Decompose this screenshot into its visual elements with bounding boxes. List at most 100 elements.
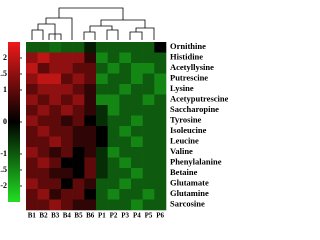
colorbar-tick-label: 1.5 bbox=[0, 165, 7, 174]
heatmap-cell bbox=[72, 52, 85, 64]
heatmap-cell bbox=[61, 42, 73, 53]
heatmap-cell bbox=[72, 94, 85, 106]
heatmap-cell bbox=[154, 178, 167, 190]
heatmap-cell bbox=[84, 199, 97, 211]
heatmap-cell bbox=[37, 126, 50, 137]
colorbar-tick-label: 1.5 bbox=[0, 69, 7, 78]
heatmap-cell bbox=[49, 84, 62, 95]
heatmap-cell bbox=[96, 136, 108, 148]
row-label: Isoleucine bbox=[170, 125, 207, 135]
heatmap-cell bbox=[154, 105, 167, 116]
heatmap-cell bbox=[131, 73, 143, 85]
heatmap-cell bbox=[107, 42, 120, 53]
row-label: Betaine bbox=[170, 167, 198, 177]
heatmap-cell bbox=[96, 126, 108, 137]
heatmap-cell bbox=[107, 178, 120, 190]
heatmap-cell bbox=[107, 115, 120, 127]
heatmap-cell bbox=[61, 178, 73, 190]
heatmap-cell bbox=[37, 94, 50, 106]
heatmap-cell bbox=[131, 115, 143, 127]
heatmap-cell bbox=[119, 94, 132, 106]
heatmap-cell bbox=[119, 189, 132, 200]
heatmap-cell bbox=[61, 52, 73, 64]
heatmap-cell bbox=[37, 115, 50, 127]
heatmap-cell bbox=[107, 94, 120, 106]
heatmap-cell bbox=[72, 115, 85, 127]
colorbar bbox=[8, 42, 20, 202]
heatmap-cell bbox=[49, 73, 62, 85]
heatmap-cell bbox=[72, 168, 85, 179]
heatmap-cell bbox=[61, 115, 73, 127]
heatmap-cell bbox=[142, 42, 155, 53]
heatmap-cell bbox=[119, 199, 132, 211]
heatmap-cell bbox=[154, 73, 167, 85]
colorbar-tick-label: 1 bbox=[3, 85, 7, 94]
heatmap-cell bbox=[154, 147, 167, 158]
heatmap-cell bbox=[84, 105, 97, 116]
heatmap-cell bbox=[49, 94, 62, 106]
heatmap-cell bbox=[142, 199, 155, 211]
heatmap-cell bbox=[72, 73, 85, 85]
heatmap-cell bbox=[119, 63, 132, 74]
heatmap-cell bbox=[61, 199, 73, 211]
heatmap-cell bbox=[37, 189, 50, 200]
heatmap-cell bbox=[84, 189, 97, 200]
heatmap-cell bbox=[154, 126, 167, 137]
heatmap-cell bbox=[84, 126, 97, 137]
row-label: Saccharopine bbox=[170, 104, 219, 114]
heatmap-cell bbox=[107, 199, 120, 211]
heatmap-cell bbox=[26, 52, 38, 64]
heatmap-cell bbox=[84, 147, 97, 158]
heatmap-cell bbox=[61, 105, 73, 116]
heatmap-cell bbox=[84, 42, 97, 53]
column-label: B1 bbox=[28, 212, 37, 220]
heatmap-cell bbox=[37, 84, 50, 95]
row-label: Leucine bbox=[170, 136, 199, 146]
heatmap-cell bbox=[142, 157, 155, 169]
heatmap-cell bbox=[96, 157, 108, 169]
heatmap-cell bbox=[107, 136, 120, 148]
heatmap-cell bbox=[154, 157, 167, 169]
heatmap-cell bbox=[119, 115, 132, 127]
page: {"chart_data": {"type": "heatmap", "colu… bbox=[0, 7, 228, 220]
heatmap-cell bbox=[107, 73, 120, 85]
heatmap-cell bbox=[49, 178, 62, 190]
heatmap-cell bbox=[131, 199, 143, 211]
heatmap-cell bbox=[142, 189, 155, 200]
heatmap-cell bbox=[96, 52, 108, 64]
heatmap-cell bbox=[84, 94, 97, 106]
heatmap-cell bbox=[26, 136, 38, 148]
heatmap-cell bbox=[37, 178, 50, 190]
heatmap-cell bbox=[26, 42, 38, 53]
heatmap-cell bbox=[131, 94, 143, 106]
heatmap-cell bbox=[49, 126, 62, 137]
heatmap-cell bbox=[142, 168, 155, 179]
column-label: B4 bbox=[63, 212, 72, 220]
heatmap-cell bbox=[154, 52, 167, 64]
heatmap-cell bbox=[107, 157, 120, 169]
heatmap-cell bbox=[154, 199, 167, 211]
row-label: Histidine bbox=[170, 52, 203, 62]
heatmap-cell bbox=[26, 178, 38, 190]
heatmap-cell bbox=[154, 94, 167, 106]
heatmap-cell bbox=[49, 115, 62, 127]
heatmap-cell bbox=[107, 126, 120, 137]
heatmap-cell bbox=[61, 189, 73, 200]
heatmap-cell bbox=[61, 136, 73, 148]
heatmap-cell bbox=[26, 126, 38, 137]
heatmap-cell bbox=[119, 157, 132, 169]
heatmap-cell bbox=[142, 84, 155, 95]
heatmap-cell bbox=[26, 147, 38, 158]
heatmap-cell bbox=[142, 63, 155, 74]
heatmap-cell bbox=[37, 105, 50, 116]
column-label: B3 bbox=[51, 212, 60, 220]
heatmap-cell bbox=[49, 147, 62, 158]
heatmap-cell bbox=[72, 189, 85, 200]
heatmap-cell bbox=[96, 115, 108, 127]
heatmap-cell bbox=[142, 52, 155, 64]
row-label: Acetyputrescine bbox=[170, 94, 228, 104]
heatmap-cell bbox=[96, 84, 108, 95]
heatmap-cell bbox=[72, 136, 85, 148]
heatmap-cell bbox=[131, 63, 143, 74]
heatmap-cell bbox=[37, 136, 50, 148]
